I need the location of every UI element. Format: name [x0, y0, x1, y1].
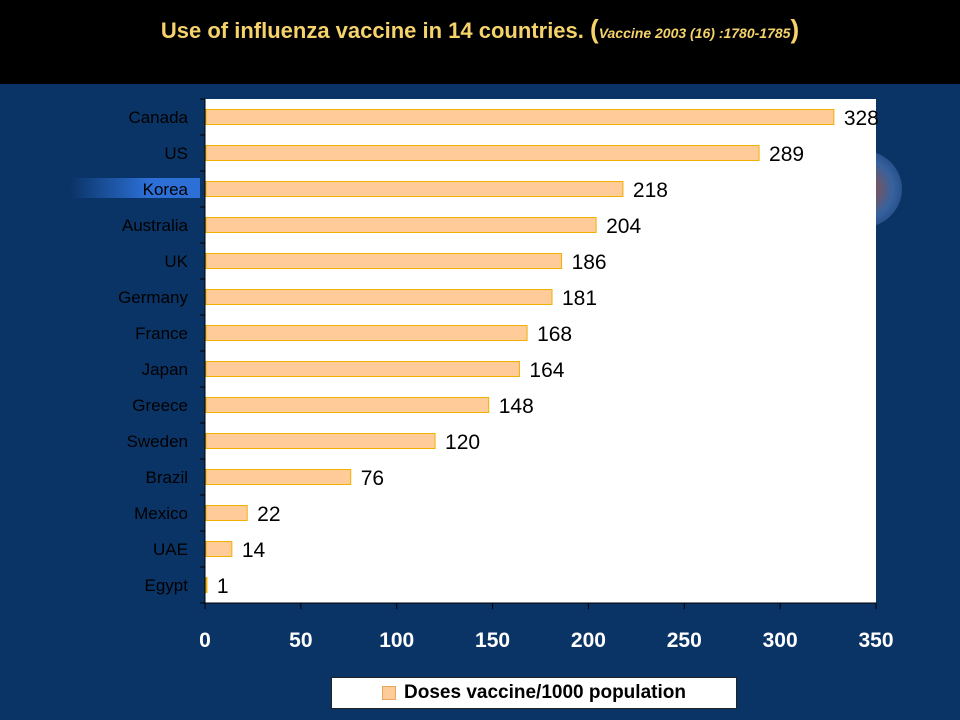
y-tick-label: Mexico [134, 504, 188, 523]
decorative-highlight-strip [70, 178, 200, 198]
y-tick-label: Germany [118, 288, 188, 307]
bar [205, 109, 835, 125]
x-tick-label: 350 [858, 629, 893, 652]
legend-label: Doses vaccine/1000 population [404, 682, 686, 703]
x-tick-label: 150 [475, 629, 510, 652]
data-label: 76 [361, 467, 384, 490]
data-label: 22 [257, 503, 280, 526]
data-label: 120 [445, 431, 480, 454]
y-tick-label: Brazil [145, 468, 188, 487]
data-label: 186 [572, 251, 607, 274]
legend-swatch [382, 686, 397, 700]
y-tick-label: Japan [142, 360, 188, 379]
data-label: 14 [242, 539, 266, 562]
data-label: 1 [217, 575, 229, 598]
data-label: 218 [633, 179, 668, 202]
data-label: 148 [499, 395, 534, 418]
bar [205, 145, 760, 161]
data-label: 168 [537, 323, 572, 346]
bar [205, 505, 248, 521]
bar [205, 253, 563, 269]
bar [205, 397, 490, 413]
data-label: 204 [606, 215, 641, 238]
title-paren-close: ) [790, 14, 800, 44]
x-tick-label: 0 [199, 629, 211, 652]
y-tick-label: France [135, 324, 188, 343]
y-tick-label: Korea [143, 180, 189, 199]
bar [205, 181, 624, 197]
bar [205, 541, 233, 557]
bar [205, 577, 208, 593]
chart-title: Use of influenza vaccine in 14 countries… [0, 14, 960, 45]
y-tick-label: UAE [153, 540, 188, 559]
bar [205, 469, 352, 485]
x-tick-label: 250 [667, 629, 702, 652]
bar [205, 325, 528, 341]
title-main: Use of influenza vaccine in 14 countries… [160, 18, 584, 43]
data-label: 164 [529, 359, 564, 382]
y-tick-label: UK [164, 252, 188, 271]
data-label: 181 [562, 287, 597, 310]
bar [205, 217, 597, 233]
plot-area [205, 99, 876, 603]
x-tick-label: 50 [289, 629, 312, 652]
x-tick-label: 300 [763, 629, 798, 652]
chart-legend: Doses vaccine/1000 population [331, 677, 737, 709]
y-tick-label: Australia [122, 216, 189, 235]
title-citation: Vaccine 2003 (16) :1780-1785 [598, 25, 791, 41]
data-label: 328 [844, 107, 879, 130]
x-tick-label: 100 [379, 629, 414, 652]
bar [205, 361, 520, 377]
y-tick-label: Egypt [145, 576, 189, 595]
bar [205, 433, 436, 449]
y-tick-label: Greece [132, 396, 188, 415]
y-tick-label: Sweden [127, 432, 188, 451]
title-bar: Use of influenza vaccine in 14 countries… [0, 0, 960, 84]
x-tick-label: 200 [571, 629, 606, 652]
y-tick-label: Canada [128, 108, 188, 127]
title-paren-open: ( [590, 14, 599, 44]
y-tick-label: US [164, 144, 188, 163]
data-label: 289 [769, 143, 804, 166]
bar [205, 289, 553, 305]
